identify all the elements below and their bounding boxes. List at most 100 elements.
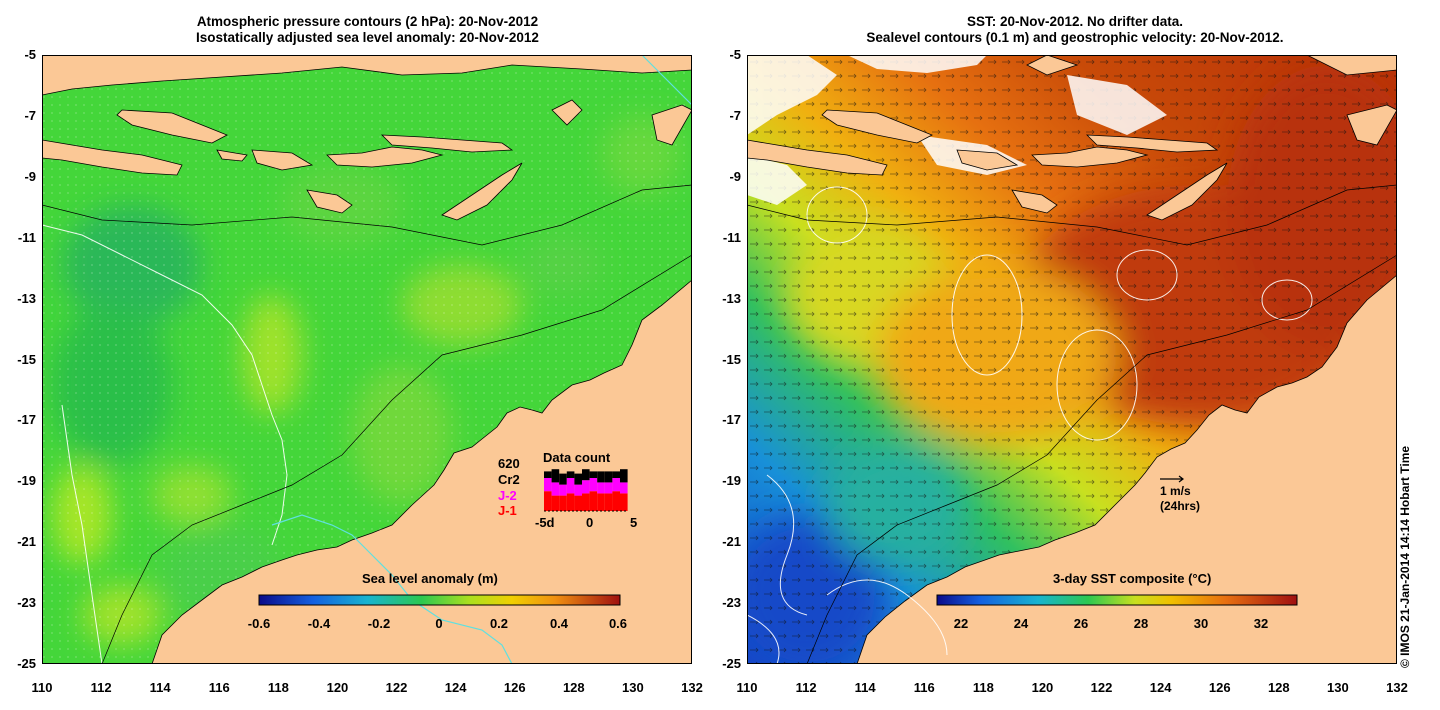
pressure-contours [42, 224, 288, 664]
velocity-scale-arrow [1160, 475, 1184, 483]
lon-tick-label: 118 [972, 680, 994, 695]
count-bar-j2 [559, 484, 567, 496]
lat-tick-label: -5 [24, 47, 36, 62]
count-bar-cr2 [559, 473, 567, 485]
lon-tick-label: 126 [1208, 680, 1231, 695]
right-title-line2: Sealevel contours (0.1 m) and geostrophi… [866, 30, 1284, 45]
count-bar-cr2 [566, 471, 575, 478]
count-bar-j1 [559, 495, 567, 511]
count-bar-cr2 [544, 471, 552, 478]
legend-j2: J-2 [498, 488, 517, 503]
lat-tick-label: -21 [17, 534, 36, 550]
lat-tick-label: -7 [729, 107, 741, 123]
lat-tick-label: -7 [24, 107, 36, 123]
count-bar-j1 [551, 495, 560, 511]
count-bar-j1 [574, 495, 582, 511]
lon-tick-label: 124 [1149, 680, 1172, 695]
sst-colorbar-title: 3-day SST composite (°C) [1053, 571, 1212, 586]
sst-tick: 24 [1013, 616, 1029, 631]
lon-tick-label: 130 [1327, 680, 1349, 695]
left-title-line2: Isostatically adjusted sea level anomaly… [196, 30, 539, 45]
sla-tick: -0.4 [307, 616, 331, 631]
lon-tick-label: 114 [854, 680, 876, 695]
count-bar-cr2 [551, 469, 560, 483]
right-title-line1: SST: 20-Nov-2012. No drifter data. [966, 14, 1184, 29]
australia-landmass [151, 279, 692, 664]
lat-tick-label: -9 [24, 168, 36, 184]
count-bar-j1 [582, 493, 590, 511]
lon-tick-label: 124 [444, 680, 467, 695]
sla-tick: 0.2 [489, 616, 509, 631]
count-bar-cr2 [597, 471, 605, 483]
right-map-title: SST: 20-Nov-2012. No drifter data. Seale… [745, 14, 1405, 46]
lon-tick-label: 128 [562, 680, 585, 695]
count-bar-cr2 [612, 471, 620, 478]
sla-tick: 0 [435, 616, 443, 631]
left-title-line1: Atmospheric pressure contours (2 hPa): 2… [196, 14, 539, 29]
velocity-scale-sublabel: (24hrs) [1160, 499, 1201, 513]
data-count-axis-start: -5d [535, 515, 555, 530]
count-bar-j2 [589, 478, 598, 492]
data-count-axis-mid: 0 [586, 515, 594, 530]
sst-tick: 28 [1133, 616, 1149, 631]
lat-tick-label: -17 [722, 412, 741, 428]
lon-tick-label: 116 [208, 680, 230, 695]
count-bar-j2 [604, 482, 613, 494]
data-count-title: Data count [543, 450, 611, 465]
data-count-axis-end: 5 [630, 515, 638, 530]
sst-tick: 32 [1253, 616, 1269, 631]
lat-tick-label: -5 [729, 47, 741, 62]
count-bar-j2 [612, 478, 620, 492]
sst-colorbar [936, 594, 1298, 606]
count-bar-cr2 [604, 471, 613, 483]
lat-tick-label: -25 [17, 656, 36, 671]
sea-level-contours [747, 186, 1313, 664]
count-bar-j2 [597, 482, 605, 494]
lon-tick-label: 122 [385, 680, 408, 695]
lon-tick-label: 118 [267, 680, 289, 695]
lon-tick-label: 122 [1090, 680, 1113, 695]
lat-tick-label: -11 [17, 229, 36, 245]
count-bar-j2 [551, 482, 560, 496]
sla-tick: 0.6 [608, 616, 628, 631]
lat-tick-label: -21 [722, 534, 741, 550]
count-bar-j1 [544, 491, 552, 511]
lon-tick-label: 114 [149, 680, 171, 695]
count-bar-j2 [582, 480, 590, 494]
lat-tick-label: -17 [17, 412, 36, 428]
count-bar-j2 [544, 478, 552, 492]
legend-cr2: Cr2 [498, 472, 520, 487]
sst-tick: 30 [1193, 616, 1209, 631]
imos-credit: © IMOS 21-Jan-2014 14:14 Hobart Time [1398, 445, 1412, 668]
sla-colorbar [258, 594, 621, 606]
lon-tick-label: 126 [503, 680, 526, 695]
count-bar-j2 [574, 484, 582, 496]
sea-level-anomaly-map [42, 55, 692, 664]
sla-colorbar-title: Sea level anomaly (m) [362, 571, 498, 586]
lat-tick-label: -23 [722, 595, 741, 611]
australia-landmass-sst [856, 274, 1397, 664]
lon-tick-label: 110 [31, 680, 53, 695]
count-bar-j1 [612, 491, 620, 511]
velocity-scale-label: 1 m/s [1160, 484, 1191, 498]
indonesian-islands-sst [747, 55, 1397, 221]
lon-tick-label: 110 [736, 680, 758, 695]
count-bar-cr2 [574, 473, 582, 485]
left-map-title: Atmospheric pressure contours (2 hPa): 2… [40, 14, 695, 46]
count-bar-j1 [566, 493, 575, 511]
lon-tick-label: 120 [1031, 680, 1054, 695]
lat-tick-label: -13 [17, 290, 36, 306]
lat-tick-label: -13 [722, 290, 741, 306]
data-count-histogram [544, 469, 628, 512]
lat-tick-label: -15 [722, 351, 741, 367]
count-bar-cr2 [589, 471, 598, 478]
count-bar-cr2 [620, 469, 628, 483]
legend-j1: J-1 [498, 503, 517, 518]
lon-tick-label: 130 [622, 680, 644, 695]
lat-tick-label: -19 [722, 473, 741, 489]
count-bar-j2 [620, 482, 628, 494]
lon-tick-label: 120 [326, 680, 349, 695]
sst-map [747, 55, 1397, 664]
lon-tick-label: 112 [795, 680, 817, 695]
count-bar-cr2 [582, 469, 590, 481]
